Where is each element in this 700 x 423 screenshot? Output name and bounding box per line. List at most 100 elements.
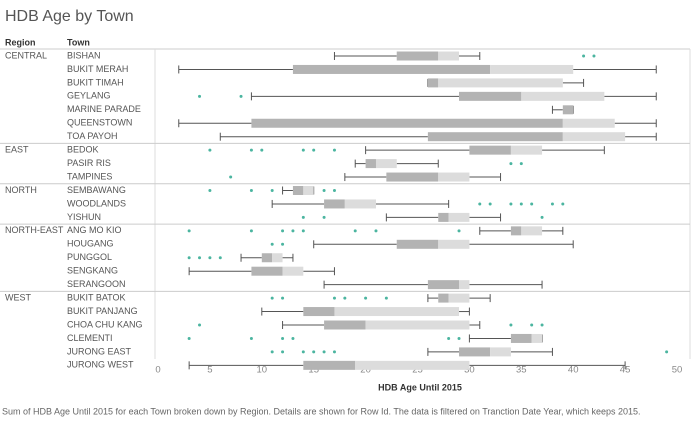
box-lower [427, 280, 460, 290]
outlier [561, 202, 565, 206]
caption: Sum of HDB Age Until 2015 for each Town … [2, 406, 641, 416]
x-tick-label: 45 [620, 365, 631, 376]
box-upper [303, 186, 314, 195]
outlier [592, 54, 596, 58]
box-upper [355, 360, 470, 370]
outlier [488, 202, 492, 206]
chart-title: HDB Age by Town [5, 8, 134, 25]
town-label: BUKIT TIMAH [67, 77, 124, 87]
outlier [447, 336, 451, 340]
box-lower [459, 347, 491, 357]
outlier [665, 350, 669, 354]
town-label: YISHUN [67, 212, 101, 222]
outlier [582, 54, 586, 58]
box-upper [490, 64, 574, 74]
outlier [540, 323, 544, 327]
town-label: BISHAN [67, 50, 101, 60]
outlier [270, 350, 274, 354]
outlier [509, 323, 513, 327]
outlier [270, 242, 274, 246]
region-label: NORTH [5, 185, 37, 195]
outlier [540, 215, 544, 219]
outlier [301, 215, 305, 219]
outlier [301, 229, 305, 233]
outlier [457, 229, 461, 233]
x-tick-label: 0 [155, 365, 160, 376]
region-label: WEST [5, 292, 32, 302]
box-lower [365, 159, 376, 169]
box-lower [562, 105, 574, 115]
box-lower [459, 91, 522, 101]
outlier [187, 336, 191, 340]
outlier [301, 148, 305, 152]
x-tick-label: 10 [257, 365, 268, 376]
outlier [187, 229, 191, 233]
outlier [198, 94, 202, 98]
town-label: SENGKANG [67, 266, 118, 276]
town-label: JURONG EAST [67, 346, 132, 356]
outlier [332, 350, 336, 354]
x-tick-label: 5 [207, 365, 212, 376]
box-upper [562, 118, 615, 128]
outlier [519, 162, 523, 166]
box-upper [375, 159, 397, 169]
box-lower [292, 186, 304, 195]
box-upper [344, 199, 376, 209]
box-lower [324, 320, 366, 330]
box-upper [490, 347, 511, 357]
outlier [270, 189, 274, 192]
outlier [509, 202, 513, 206]
box-upper [438, 239, 470, 249]
town-label: WOODLANDS [67, 198, 126, 208]
outlier [281, 336, 285, 340]
town-label: QUEENSTOWN [67, 118, 132, 128]
box-upper [448, 212, 470, 222]
outlier [353, 229, 357, 233]
outlier [198, 323, 202, 327]
outlier [281, 296, 285, 300]
outlier [312, 148, 316, 152]
box-upper [562, 132, 626, 142]
box-lower [261, 253, 273, 263]
box-lower [303, 360, 356, 370]
x-tick-label: 30 [464, 365, 475, 376]
box-upper [282, 266, 304, 276]
region-header: Region [5, 37, 36, 47]
outlier [218, 256, 222, 260]
town-label: GEYLANG [67, 91, 111, 101]
outlier [530, 202, 534, 206]
box-upper [459, 280, 470, 290]
outlier [478, 202, 482, 206]
town-label: SEMBAWANG [67, 185, 126, 195]
box-lower [510, 333, 532, 343]
outlier [530, 323, 534, 327]
town-label: BUKIT BATOK [67, 292, 126, 302]
box-lower [427, 132, 563, 142]
x-tick-label: 15 [308, 365, 319, 376]
outlier [550, 202, 554, 206]
outlier [301, 350, 305, 354]
outlier [322, 215, 326, 219]
box-lower [251, 266, 283, 276]
town-label: PUNGGOL [67, 252, 112, 262]
town-label: CLEMENTI [67, 333, 113, 343]
box-upper [438, 78, 563, 88]
outlier [343, 296, 347, 300]
town-label: CHOA CHU KANG [67, 319, 143, 329]
outlier [364, 296, 368, 300]
box-lower [396, 239, 439, 249]
outlier [281, 229, 285, 233]
outlier [249, 148, 253, 152]
outlier [332, 296, 336, 300]
x-tick-label: 20 [360, 365, 371, 376]
x-tick-label: 25 [412, 365, 423, 376]
box-upper [448, 293, 470, 303]
box-upper [510, 145, 543, 155]
outlier [198, 256, 202, 260]
outlier [249, 189, 253, 192]
outlier [332, 148, 336, 152]
box-lower [251, 118, 563, 128]
region-label: CENTRAL [5, 50, 47, 60]
town-label: TOA PAYOH [67, 131, 118, 141]
